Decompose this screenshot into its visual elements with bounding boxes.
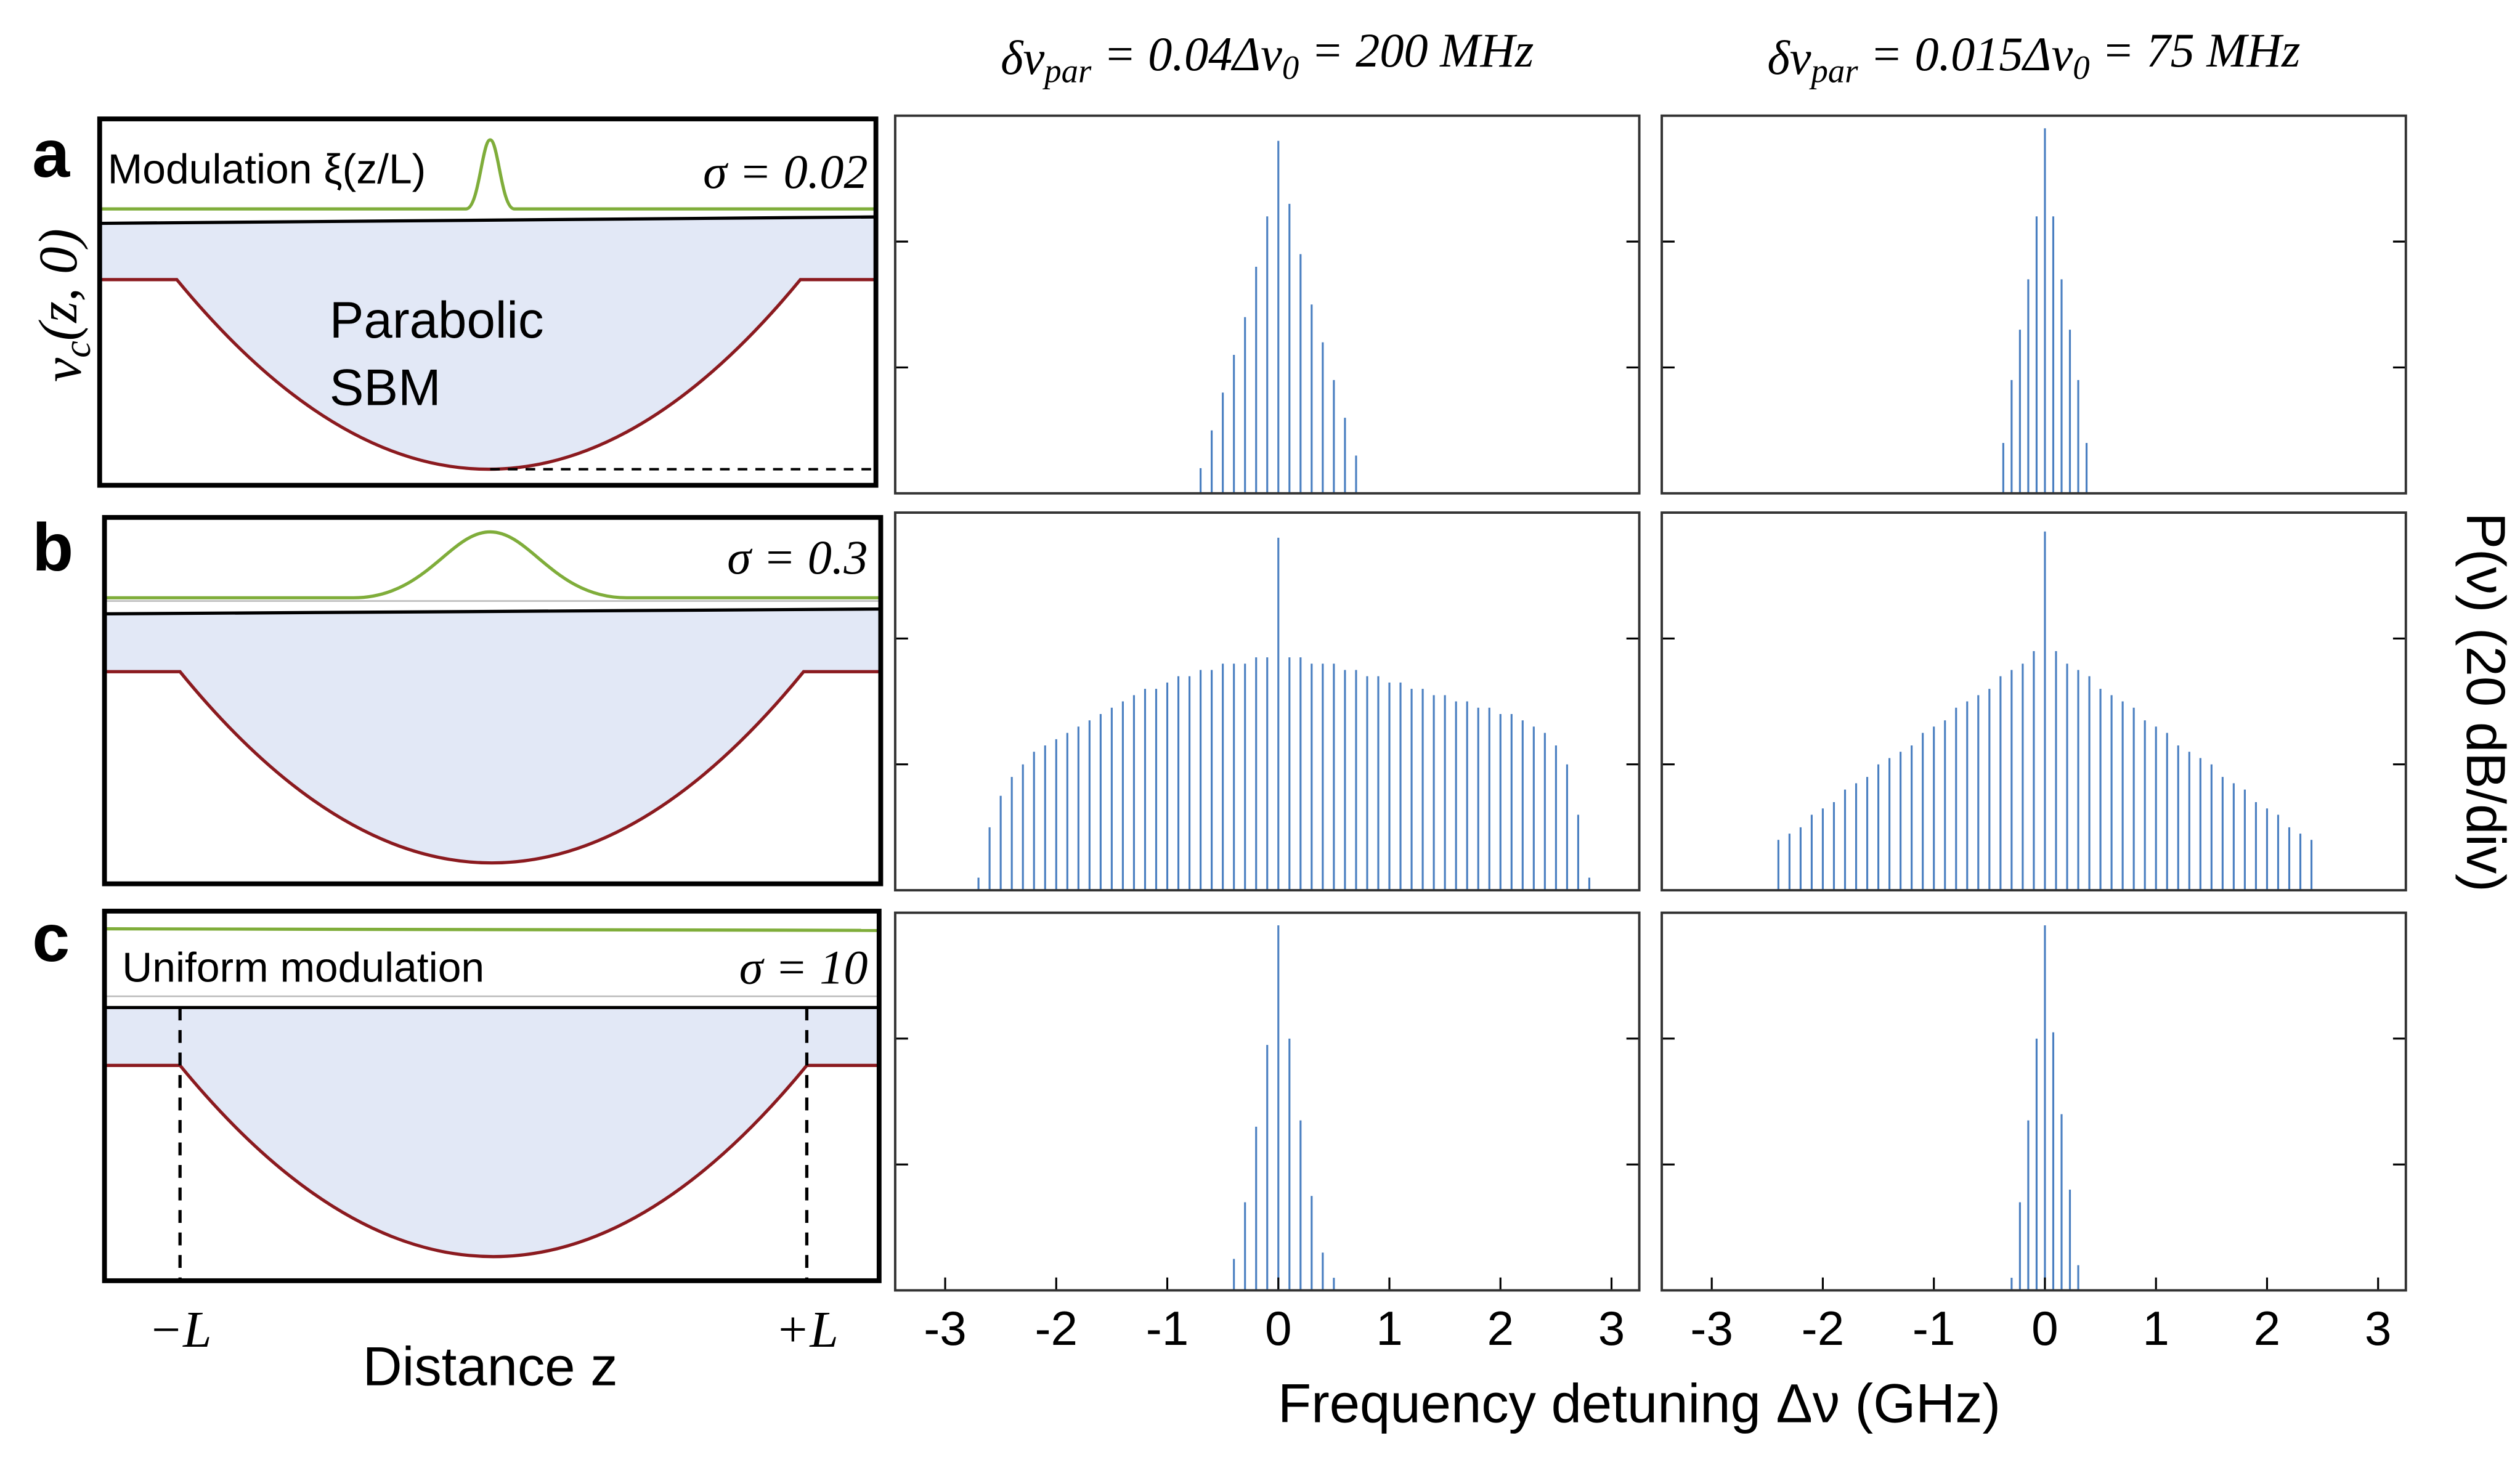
text-piece: = 200 MHz bbox=[1299, 23, 1534, 77]
modulation-label: Modulation ξ(z/L) bbox=[108, 146, 426, 192]
panel-label: a bbox=[32, 116, 70, 192]
spectrum-panel: -3 -2 -1 0 1 2 3 bbox=[1660, 911, 2407, 1355]
band-fill bbox=[99, 217, 876, 469]
potential-curve bbox=[104, 1063, 879, 1259]
column-title: δνpar = 0.015Δν0 = 75 MHz bbox=[1767, 23, 2300, 89]
pump-line bbox=[99, 215, 876, 225]
spectrum-panel: -3 -2 -1 0 1 2 3 bbox=[893, 911, 1641, 1355]
x-tick-label: 1 bbox=[2142, 1301, 2169, 1355]
band-fill bbox=[104, 609, 881, 863]
text-piece: = 0.015Δν bbox=[1858, 27, 2073, 81]
sigma-label: σ = 0.02 bbox=[703, 145, 868, 198]
pump-line bbox=[104, 607, 881, 616]
schematic-b: b σ = 0.3 bbox=[32, 510, 884, 887]
spectrum-panel: δνpar = 0.015Δν0 = 75 MHz bbox=[1660, 23, 2407, 495]
panel-label: c bbox=[32, 901, 70, 976]
panel-label: b bbox=[32, 510, 73, 585]
text-piece: = 75 MHz bbox=[2090, 23, 2301, 77]
schematic-x-tick: −L bbox=[148, 1302, 212, 1358]
subscript: c bbox=[57, 341, 99, 358]
x-tick-label: 1 bbox=[1376, 1301, 1403, 1355]
x-tick-label: 0 bbox=[1265, 1301, 1292, 1355]
panel-frame bbox=[97, 116, 879, 488]
schematic-x-label: Distance z bbox=[363, 1336, 618, 1397]
x-tick-label: -3 bbox=[924, 1301, 967, 1355]
subscript: par bbox=[1042, 52, 1092, 90]
x-tick-label: 3 bbox=[1598, 1301, 1625, 1355]
modulation-curve bbox=[99, 138, 876, 211]
subscript: par bbox=[1808, 52, 1858, 90]
modulation-label: Uniform modulation bbox=[122, 945, 484, 991]
panel-frame bbox=[102, 909, 882, 1283]
potential-curve bbox=[104, 670, 881, 865]
panel-frame bbox=[893, 511, 1641, 891]
y-axis-label: P(ν) (20 dB/div) bbox=[2455, 513, 2516, 892]
sigma-label: σ = 0.3 bbox=[727, 530, 868, 584]
schematic-y-label: νc(z, 0) bbox=[28, 229, 99, 382]
text-piece: δν bbox=[1767, 31, 1811, 84]
modulation-curve bbox=[104, 530, 881, 599]
spectrum-panel: δνpar = 0.04Δν0 = 200 MHz bbox=[893, 23, 1641, 495]
schematic-c: c Uniform modulation σ = 10 bbox=[32, 901, 882, 1283]
x-axis-label: Frequency detuning Δν (GHz) bbox=[1278, 1373, 2001, 1434]
x-tick-label: -3 bbox=[1690, 1301, 1733, 1355]
potential-curve bbox=[99, 278, 876, 471]
x-tick-label: -2 bbox=[1034, 1301, 1078, 1355]
x-tick-label: 2 bbox=[2254, 1301, 2281, 1355]
x-tick-label: 2 bbox=[1487, 1301, 1514, 1355]
schematic-a: a Modulation ξ(z/L) σ = 0.02 Parabolic S… bbox=[32, 116, 879, 488]
schematic-x-tick: +L bbox=[775, 1302, 839, 1358]
panel-frame bbox=[893, 911, 1641, 1292]
subscript: 0 bbox=[1282, 49, 1299, 86]
text-piece: δν bbox=[1001, 31, 1044, 84]
x-tick-label: -2 bbox=[1802, 1301, 1845, 1355]
text-piece: = 0.04Δν bbox=[1091, 27, 1282, 81]
dashed-line bbox=[178, 1007, 809, 1281]
column-title: δνpar = 0.04Δν0 = 200 MHz bbox=[1001, 23, 1534, 89]
text-piece: ν bbox=[32, 357, 92, 382]
modulation-curve bbox=[104, 927, 879, 932]
annotation: SBM bbox=[330, 358, 441, 416]
sigma-label: σ = 10 bbox=[739, 940, 868, 994]
annotation: Parabolic bbox=[330, 291, 544, 349]
x-tick-label: 3 bbox=[2365, 1301, 2392, 1355]
panel-frame bbox=[102, 514, 884, 887]
text-piece: (z, 0) bbox=[28, 229, 89, 341]
x-tick-label: -1 bbox=[1146, 1301, 1189, 1355]
band-fill bbox=[104, 1007, 879, 1257]
panel-frame bbox=[1660, 114, 2407, 495]
x-tick-label: 0 bbox=[2031, 1301, 2059, 1355]
x-tick-label: -1 bbox=[1912, 1301, 1956, 1355]
subscript: 0 bbox=[2073, 49, 2089, 86]
panel-frame bbox=[893, 114, 1641, 495]
spectrum-panel bbox=[1660, 511, 2407, 891]
panel-frame bbox=[1660, 511, 2407, 891]
panel-frame bbox=[1660, 911, 2407, 1292]
spectrum-panel bbox=[893, 511, 1641, 891]
